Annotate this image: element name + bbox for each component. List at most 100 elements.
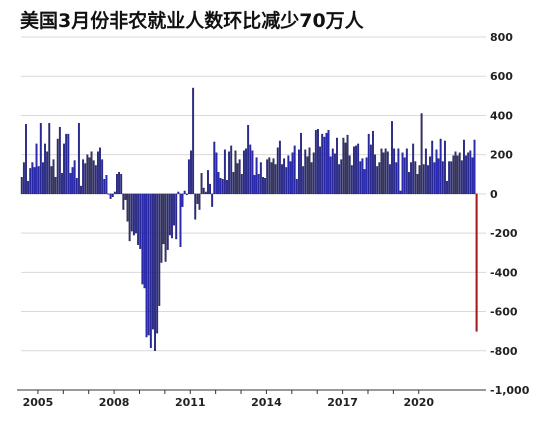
bar <box>75 178 78 195</box>
bar <box>124 193 127 200</box>
bar <box>378 162 381 195</box>
bar <box>336 137 338 195</box>
bar <box>213 141 216 195</box>
bar <box>156 193 159 334</box>
bar <box>145 193 148 338</box>
bar <box>211 193 214 207</box>
bar <box>397 148 400 195</box>
bar <box>207 170 209 195</box>
bar <box>122 193 125 210</box>
bar <box>391 121 393 195</box>
bar <box>308 147 311 195</box>
bar <box>86 154 89 195</box>
bar <box>44 143 46 195</box>
bar <box>386 151 389 195</box>
bar <box>344 142 347 195</box>
bar <box>365 157 368 195</box>
bar <box>289 161 292 195</box>
bar <box>458 152 461 195</box>
x-axis: 2005 2008 2011 2014 2017 2020 <box>17 389 486 409</box>
bar <box>418 165 421 195</box>
bar <box>272 158 275 195</box>
bar <box>56 138 59 195</box>
bar <box>162 193 165 245</box>
x-tick-label: 2011 <box>175 396 206 409</box>
bar <box>435 149 438 195</box>
bar <box>96 151 99 195</box>
bar <box>63 143 66 195</box>
bar <box>473 139 476 195</box>
bar <box>297 149 300 195</box>
bar <box>300 132 302 195</box>
bar <box>410 162 412 195</box>
bar <box>319 146 322 195</box>
bar <box>48 123 51 195</box>
bar <box>67 133 70 195</box>
bar <box>158 193 161 306</box>
bar <box>441 161 444 195</box>
bar <box>204 191 207 195</box>
x-tick-label: 2005 <box>23 396 54 409</box>
bar <box>192 87 195 195</box>
bar <box>200 173 203 195</box>
bar <box>37 166 40 195</box>
y-tick-label: -400 <box>490 266 518 279</box>
bar <box>278 140 281 195</box>
bar <box>348 155 351 195</box>
bar <box>27 180 30 195</box>
bar <box>185 193 188 196</box>
bar <box>33 167 36 195</box>
bar <box>450 161 453 195</box>
bar <box>107 193 110 195</box>
bar <box>58 127 61 195</box>
y-tick-label: -1,000 <box>490 384 530 397</box>
bar <box>120 174 123 195</box>
bar <box>71 167 74 195</box>
y-axis: 800 600 400 200 0 -200 -400 -600 -800 -1,000 <box>490 31 530 397</box>
bar <box>99 147 101 195</box>
bar <box>293 145 296 195</box>
bar <box>61 173 63 195</box>
bar <box>25 124 27 195</box>
bar <box>338 164 341 195</box>
bar <box>164 193 167 262</box>
bar <box>405 148 408 195</box>
bar <box>452 155 455 195</box>
y-tick-label: 0 <box>490 188 498 201</box>
bar <box>382 152 385 195</box>
bar <box>374 154 377 195</box>
bar <box>416 174 419 195</box>
bar <box>340 159 343 195</box>
bar <box>302 166 305 195</box>
bar <box>82 159 85 195</box>
bar <box>118 172 121 195</box>
bar <box>247 125 250 195</box>
bar <box>113 191 116 195</box>
bar <box>171 193 173 239</box>
bar <box>467 152 470 195</box>
bar <box>101 159 104 195</box>
bar <box>331 148 334 195</box>
bar <box>355 145 357 195</box>
bar <box>20 177 23 195</box>
bar <box>69 173 72 195</box>
bar <box>262 177 264 195</box>
bar <box>268 157 271 195</box>
bar <box>325 132 328 195</box>
bar <box>221 179 224 195</box>
bar <box>420 113 423 195</box>
x-tick-label: 2020 <box>403 396 434 409</box>
bar <box>217 172 220 195</box>
bar <box>274 164 277 195</box>
bar <box>35 143 38 195</box>
bar <box>139 193 142 249</box>
bar <box>126 193 129 222</box>
bar <box>111 193 114 198</box>
bar <box>321 133 324 195</box>
bar <box>73 160 76 195</box>
bar <box>130 193 133 232</box>
bar <box>372 130 374 195</box>
bar <box>65 133 68 195</box>
bar <box>105 175 108 195</box>
bar <box>367 133 370 195</box>
